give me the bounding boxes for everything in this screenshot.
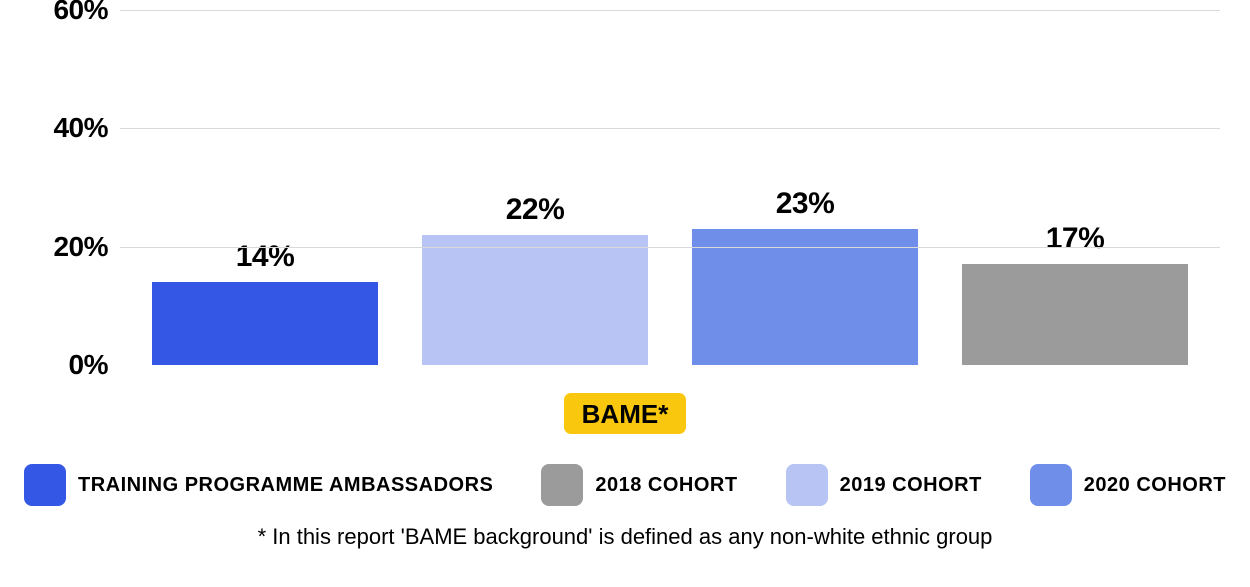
legend-swatch xyxy=(786,464,828,506)
bar-slot: 23% xyxy=(670,10,940,365)
x-category-tag: BAME* xyxy=(564,393,687,434)
legend-swatch xyxy=(24,464,66,506)
legend-label: 2019 COHORT xyxy=(840,474,982,497)
y-tick-label: 0% xyxy=(69,349,108,381)
bar-cohort-2019: 22% xyxy=(422,235,648,365)
bar-value-label: 22% xyxy=(422,193,648,227)
bar-slot: 17% xyxy=(940,10,1210,365)
y-tick-label: 20% xyxy=(53,231,108,263)
gridline xyxy=(120,10,1220,11)
x-category-row: BAME* xyxy=(30,393,1220,434)
legend-label: 2018 COHORT xyxy=(595,474,737,497)
plot-row: 0%20%40%60% 14%22%23%17% xyxy=(30,10,1220,365)
legend-label: 2020 COHORT xyxy=(1084,474,1226,497)
gridline xyxy=(120,247,1220,248)
legend-item: 2018 COHORT xyxy=(541,464,737,506)
legend-swatch xyxy=(541,464,583,506)
legend-label: TRAINING PROGRAMME AMBASSADORS xyxy=(78,474,493,497)
footnote: * In this report 'BAME background' is de… xyxy=(30,524,1220,550)
legend-item: TRAINING PROGRAMME AMBASSADORS xyxy=(24,464,493,506)
bar-value-label: 23% xyxy=(692,187,918,221)
y-tick-label: 40% xyxy=(53,112,108,144)
bar-value-label: 14% xyxy=(152,240,378,274)
bar-value-label: 17% xyxy=(962,222,1188,256)
plot-area: 14% 22% 23% 17% xyxy=(120,10,1220,365)
legend-swatch xyxy=(1030,464,1072,506)
legend-item: 2020 COHORT xyxy=(1030,464,1226,506)
bar-training-programme-ambassadors: 14% xyxy=(152,282,378,365)
legend: TRAINING PROGRAMME AMBASSADORS 2018 COHOR… xyxy=(30,464,1220,506)
bar-slot: 22% xyxy=(400,10,670,365)
legend-item: 2019 COHORT xyxy=(786,464,982,506)
gridline xyxy=(120,128,1220,129)
bars-group: 14% 22% 23% 17% xyxy=(120,10,1220,365)
bar-slot: 14% xyxy=(130,10,400,365)
bar-cohort-2020: 23% xyxy=(692,229,918,365)
chart-container: 0% 20% 40% 60% 14% 22% 23% 17% BAME* TRAINING … xyxy=(0,0,1250,587)
bar-cohort-2018: 17% xyxy=(962,264,1188,365)
y-tick-label: 60% xyxy=(53,0,108,26)
y-axis: 0%20%40%60% xyxy=(30,10,120,365)
